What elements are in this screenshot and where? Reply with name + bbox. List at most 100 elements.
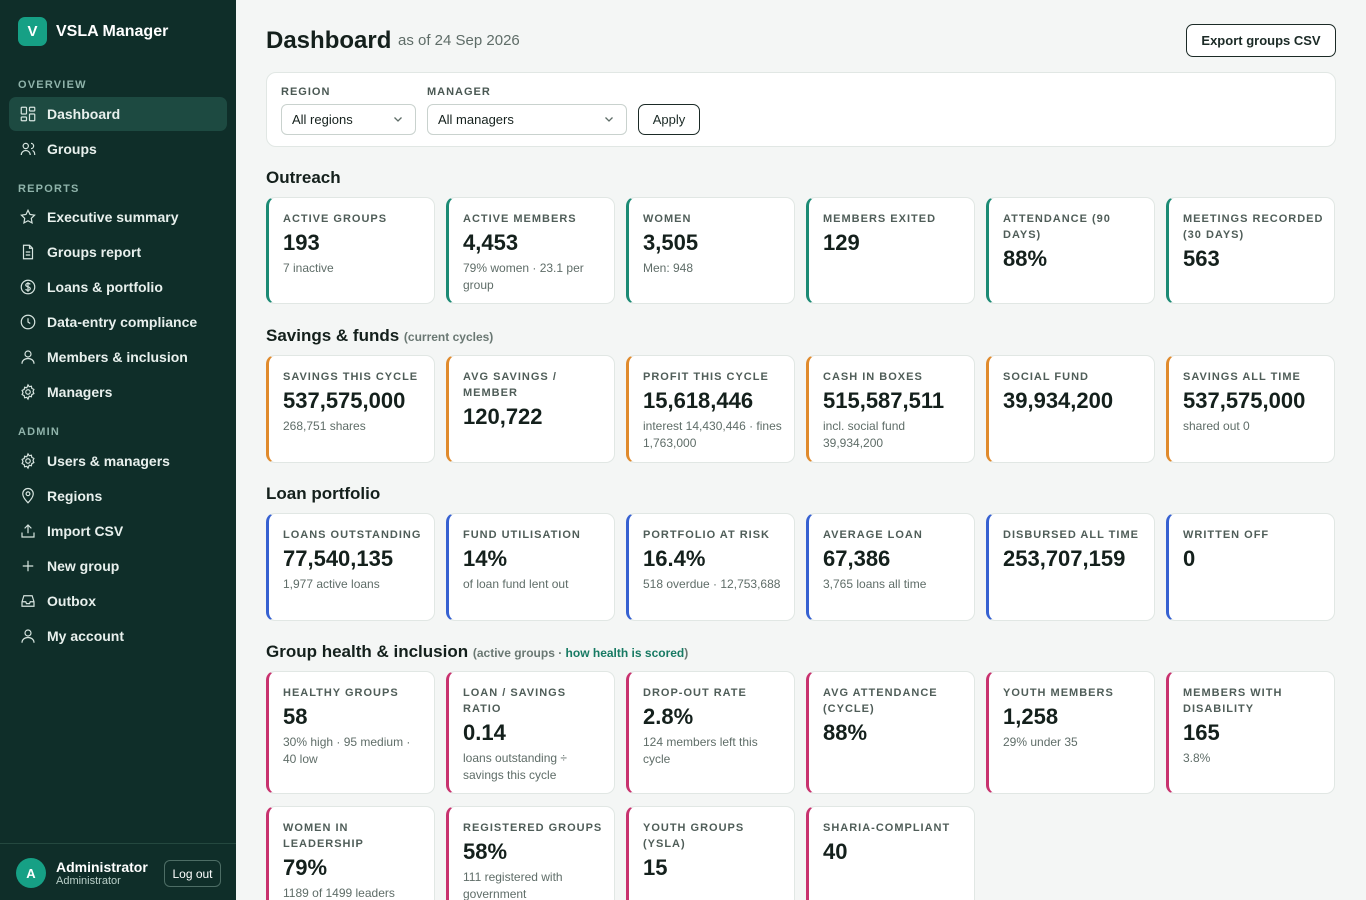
nav-section-admin: ADMIN — [18, 426, 61, 438]
card-sub: 7 inactive — [283, 261, 334, 275]
card-sub: 29% under 35 — [1003, 735, 1078, 749]
chevron-down-icon — [394, 117, 402, 122]
user-box: A Administrator Administrator Log out — [0, 843, 236, 900]
card-label: DROP-OUT RATE — [643, 687, 747, 699]
stat-card-meetings-recorded: MEETINGS RECORDED (30 DAYS) 563 — [1166, 197, 1335, 304]
sidebar-item-label: My account — [47, 628, 125, 644]
card-label: YOUTH GROUPS (YSLA) — [643, 822, 745, 850]
sidebar-item-label: Loans & portfolio — [47, 279, 163, 295]
card-value: 15,618,446 — [643, 388, 754, 413]
card-label: FUND UTILISATION — [463, 529, 581, 541]
sidebar-item-dashboard[interactable]: Dashboard — [9, 97, 227, 131]
section-note: (current cycles) — [403, 330, 494, 344]
stat-card-members-with-disability: MEMBERS WITH DISABILITY 165 3.8% — [1166, 671, 1335, 794]
card-sub: 3.8% — [1183, 751, 1211, 765]
card-label: PROFIT THIS CYCLE — [643, 371, 769, 383]
card-value: 120,722 — [463, 404, 543, 429]
stat-card-savings-this-cycle: SAVINGS THIS CYCLE 537,575,000 268,751 s… — [266, 355, 435, 463]
card-sub: 30% high · 95 medium · 40 low — [283, 735, 411, 766]
sidebar-item-my-account[interactable]: My account — [9, 619, 227, 653]
sidebar-item-groups-report[interactable]: Groups report — [9, 235, 227, 269]
apply-button[interactable]: Apply — [638, 104, 700, 135]
card-sub: 124 members left this cycle — [643, 735, 758, 766]
sidebar-item-label: Managers — [47, 384, 113, 400]
card-label: LOANS OUTSTANDING — [283, 529, 422, 541]
card-value: 88% — [1003, 246, 1048, 271]
card-value: 563 — [1183, 246, 1220, 271]
card-value: 0 — [1183, 546, 1196, 571]
sidebar-item-groups[interactable]: Groups — [9, 132, 227, 166]
sidebar-item-regions[interactable]: Regions — [9, 479, 227, 513]
nav-section-overview: OVERVIEW — [18, 79, 87, 91]
card-sub: Men: 948 — [643, 261, 694, 275]
card-label: ACTIVE GROUPS — [283, 213, 388, 225]
logout-button[interactable]: Log out — [164, 860, 221, 887]
section-title-text: Group health & inclusion — [266, 642, 469, 661]
stat-card-fund-utilisation: FUND UTILISATION 14% of loan fund lent o… — [446, 513, 615, 621]
gear-icon — [21, 452, 35, 470]
card-value: 4,453 — [463, 230, 519, 255]
card-label: ATTENDANCE (90 DAYS) — [1003, 213, 1111, 241]
card-label: SHARIA-COMPLIANT — [823, 822, 951, 834]
section-title-savings: Savings & funds (current cycles) — [266, 326, 493, 346]
card-value: 129 — [823, 230, 860, 255]
card-value: 16.4% — [643, 546, 706, 571]
sidebar-item-managers[interactable]: Managers — [9, 375, 227, 409]
card-value: 39,934,200 — [1003, 388, 1114, 413]
stat-card-attendance-90-days: ATTENDANCE (90 DAYS) 88% — [986, 197, 1155, 304]
manager-select[interactable]: All managers — [427, 104, 627, 135]
sidebar-item-users-managers[interactable]: Users & managers — [9, 444, 227, 478]
stat-card-women-in-leadership: WOMEN IN LEADERSHIP 79% 1189 of 1499 lea… — [266, 806, 435, 900]
card-value: 40 — [823, 839, 848, 864]
card-label: MEMBERS WITH DISABILITY — [1183, 687, 1283, 715]
card-label: CASH IN BOXES — [823, 371, 923, 383]
section-title-text: Outreach — [266, 168, 341, 187]
card-sub: 518 overdue · 12,753,688 — [643, 577, 781, 591]
section-title-text: Loan portfolio — [266, 484, 381, 503]
sidebar-item-members-inclusion[interactable]: Members & inclusion — [9, 340, 227, 374]
card-sub: 79% women · 23.1 per group — [463, 261, 584, 292]
stat-card-written-off: WRITTEN OFF 0 — [1166, 513, 1335, 621]
stat-card-cash-in-boxes: CASH IN BOXES 515,587,511 incl. social f… — [806, 355, 975, 463]
stat-card-average-loan: AVERAGE LOAN 67,386 3,765 loans all time — [806, 513, 975, 621]
sidebar-item-import-csv[interactable]: Import CSV — [9, 514, 227, 548]
card-value: 165 — [1183, 720, 1220, 745]
plus-icon — [22, 560, 34, 572]
sidebar-item-data-entry-compliance[interactable]: Data-entry compliance — [9, 305, 227, 339]
brand[interactable]: V VSLA Manager — [18, 17, 168, 46]
region-label: REGION — [281, 86, 331, 98]
users-icon — [20, 142, 36, 156]
stat-card-disbursed-all-time: DISBURSED ALL TIME 253,707,159 — [986, 513, 1155, 621]
section-note-suffix: ) — [684, 646, 689, 660]
dollar-circle-icon — [20, 279, 36, 295]
region-select[interactable]: All regions — [281, 104, 416, 135]
page-title: Dashboard — [266, 27, 392, 54]
card-label: REGISTERED GROUPS — [463, 822, 603, 834]
stat-card-members-exited: MEMBERS EXITED 129 — [806, 197, 975, 304]
sidebar-item-label: Groups — [47, 141, 97, 157]
card-sub: 3,765 loans all time — [823, 577, 927, 591]
card-value: 58 — [283, 704, 308, 729]
export-groups-csv-button[interactable]: Export groups CSV — [1186, 24, 1336, 57]
manager-select-value: All managers — [438, 112, 514, 127]
sidebar-item-loans-portfolio[interactable]: Loans & portfolio — [9, 270, 227, 304]
stat-card-profit-this-cycle: PROFIT THIS CYCLE 15,618,446 interest 14… — [626, 355, 795, 463]
card-label: MEETINGS RECORDED (30 DAYS) — [1183, 213, 1324, 241]
sidebar-item-label: Import CSV — [47, 523, 124, 539]
sidebar-item-label: Members & inclusion — [47, 349, 188, 365]
card-label: SAVINGS THIS CYCLE — [283, 371, 419, 383]
card-label: SOCIAL FUND — [1003, 371, 1089, 383]
sidebar: V VSLA Manager OVERVIEW Dashboard Groups… — [0, 0, 236, 900]
gear-icon — [21, 383, 35, 401]
card-sub: 1,977 active loans — [283, 577, 380, 591]
user-icon — [21, 350, 35, 364]
how-health-scored-link[interactable]: how health is scored — [565, 646, 685, 660]
sidebar-item-new-group[interactable]: New group — [9, 549, 227, 583]
sidebar-item-outbox[interactable]: Outbox — [9, 584, 227, 618]
upload-icon — [21, 524, 35, 538]
card-label: MEMBERS EXITED — [823, 213, 937, 225]
card-value: 0.14 — [463, 720, 506, 745]
card-label: AVERAGE LOAN — [823, 529, 923, 541]
stat-card-youth-members: YOUTH MEMBERS 1,258 29% under 35 — [986, 671, 1155, 794]
sidebar-item-executive-summary[interactable]: Executive summary — [9, 200, 227, 234]
